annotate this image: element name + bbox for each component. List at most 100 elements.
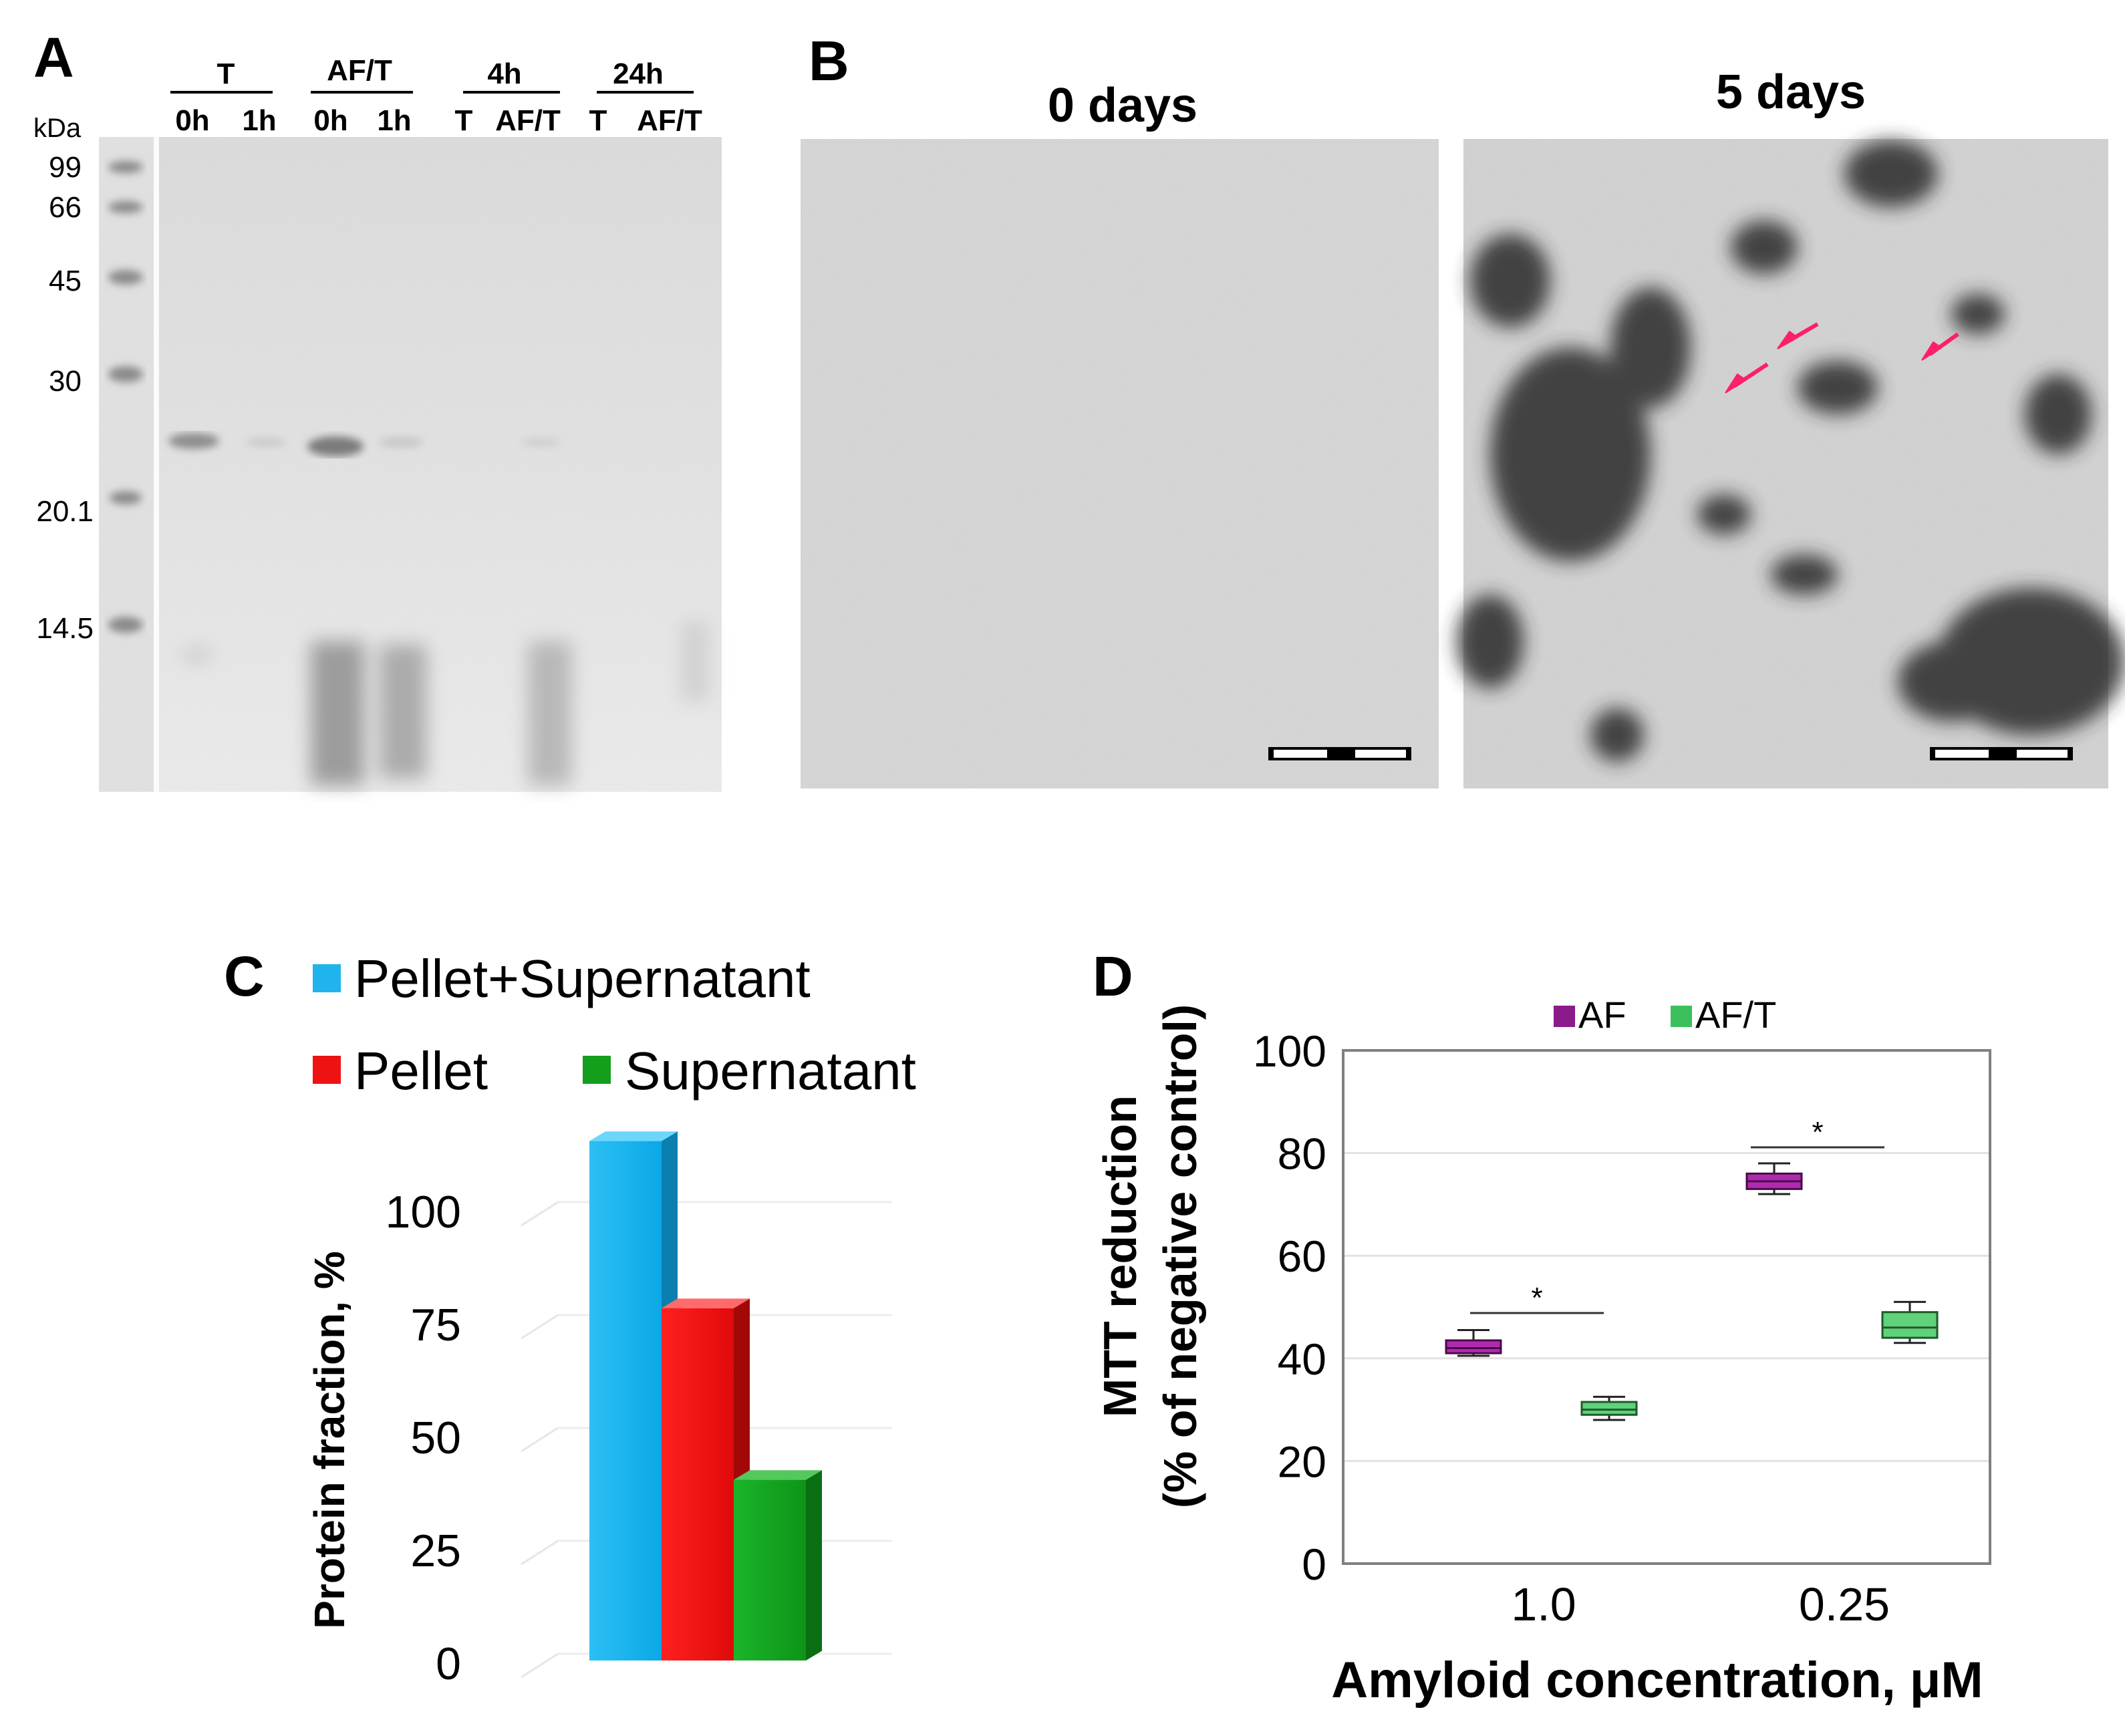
lane-lane-label: T [455, 104, 473, 137]
lane-groups: T 0h 1h AF/T 0h 1h 4h T AF/T 24h T AF/T [170, 54, 702, 137]
bar-top [589, 1131, 678, 1141]
sample-band [307, 436, 364, 456]
ladder-bands [108, 161, 143, 633]
panel-d-letter: D [1093, 945, 1133, 1008]
aggregate [1898, 641, 2005, 722]
panel-d: D AF AF/T MTT reduction (% of negative c… [1093, 945, 1991, 1709]
gridline [521, 1201, 559, 1227]
aggregate [1771, 555, 1838, 595]
bar-side [806, 1470, 822, 1660]
smear [380, 645, 426, 778]
aggregate [1844, 140, 1938, 207]
lane-lane-label: AF/T [495, 104, 561, 137]
tem-image-5-days [1457, 139, 2125, 788]
tem-0-days-title: 0 days [1048, 79, 1197, 132]
arrow-head [1921, 341, 1943, 361]
y-tick-label: 100 [1253, 1026, 1326, 1076]
bar-pellet-supernatant [589, 1141, 662, 1660]
bar-top [662, 1298, 750, 1308]
y-tick-label: 75 [410, 1300, 461, 1350]
marker-labels: 99 66 45 30 20.1 14.5 [36, 151, 94, 645]
chart-c-ticks: 0 25 50 75 100 [386, 1187, 461, 1689]
panel-c: C Pellet+Supernatant Pellet Supernatant … [224, 945, 916, 1689]
legend-swatch-supernatant [583, 1056, 611, 1084]
marker-label: 20.1 [36, 495, 94, 528]
box-af-t [1580, 1401, 1638, 1416]
aggregate [1490, 347, 1651, 561]
y-tick-label: 50 [410, 1413, 461, 1463]
lane-lane-label: 0h [175, 104, 209, 137]
ladder-band [108, 201, 143, 213]
fibril-arrows [1725, 322, 1959, 394]
x-tick-label: 0.25 [1799, 1578, 1890, 1630]
legend-label: AF/T [1695, 994, 1776, 1036]
gridline [521, 1314, 559, 1340]
lane-group-label: 4h [487, 57, 521, 90]
lane-lane-label: 1h [242, 104, 276, 137]
sample-band [521, 438, 561, 446]
panel-b-letter: B [809, 29, 849, 92]
arrow-head [1777, 330, 1799, 349]
y-tick-label: 80 [1278, 1129, 1326, 1179]
tem-image-0-days [801, 139, 1439, 788]
x-axis-label-d: Amyloid concentration, μM [1331, 1652, 1983, 1709]
sample-band [246, 438, 286, 446]
marker-label: 14.5 [36, 612, 94, 645]
bar-supernatant [734, 1479, 806, 1660]
aggregate [1610, 287, 1691, 408]
lane-lane-label: AF/T [637, 104, 702, 137]
panel-a-letter: A [33, 26, 74, 89]
lane-group-label: 24h [613, 57, 664, 90]
smear [528, 641, 571, 785]
tem-image-grain [801, 139, 1439, 788]
aggregate [2025, 374, 2092, 454]
ladder-band [108, 161, 143, 173]
panel-b: B 0 days 5 days [801, 29, 2125, 788]
significance-star: * [1812, 1116, 1823, 1149]
scale-bar [1268, 747, 1411, 760]
legend-c: Pellet+Supernatant Pellet Supernatant [313, 949, 916, 1101]
aggregate [1798, 361, 1878, 414]
legend-swatch-af [1554, 1006, 1575, 1027]
panel-c-letter: C [224, 945, 265, 1008]
legend-d: AF AF/T [1554, 994, 1776, 1036]
lane-lane-label: T [589, 104, 607, 137]
gridline [521, 1540, 559, 1566]
sample-band [168, 433, 219, 449]
lane-group-label: T [217, 57, 235, 90]
y-axis-label-d-line2: (% of negative control) [1154, 1004, 1206, 1508]
y-axis-label-c: Protein fraction, % [305, 1251, 353, 1628]
legend-label: Supernatant [625, 1041, 916, 1101]
aggregate [1590, 708, 1644, 762]
ladder-band [108, 366, 143, 382]
y-tick-label: 25 [410, 1526, 461, 1576]
legend-label: Pellet+Supernatant [354, 949, 811, 1008]
y-tick-label: 60 [1278, 1232, 1326, 1281]
box-af [1445, 1339, 1502, 1354]
sample-bands [168, 433, 561, 456]
legend-label: Pellet [354, 1041, 488, 1101]
lane-group-label: AF/T [327, 54, 392, 87]
smear-bands [184, 621, 708, 785]
y-tick-label: 100 [386, 1187, 461, 1238]
ladder-band [108, 270, 143, 285]
bar-pellet [662, 1308, 734, 1660]
tem-5-days-title: 5 days [1716, 65, 1866, 119]
panel-a: A kDa [33, 26, 722, 792]
aggregate [1457, 595, 1524, 688]
aggregate-clusters [1457, 140, 2125, 762]
ladder-band [110, 491, 142, 504]
chart-d-plot: 0 20 40 60 80 100 1.0 0.25 * * [1253, 1026, 1991, 1630]
legend-swatch-pellet-supernatant [313, 964, 341, 992]
y-tick-label: 0 [1302, 1540, 1326, 1589]
marker-label: 45 [49, 265, 82, 297]
y-tick-label: 40 [1278, 1334, 1326, 1384]
bar-top [734, 1470, 822, 1480]
marker-label: 66 [49, 191, 82, 224]
ladder-band [108, 617, 143, 633]
plot-frame [1342, 1049, 1991, 1565]
aggregate [1470, 234, 1550, 327]
gridline [521, 1652, 559, 1679]
kda-unit-label: kDa [33, 114, 82, 143]
